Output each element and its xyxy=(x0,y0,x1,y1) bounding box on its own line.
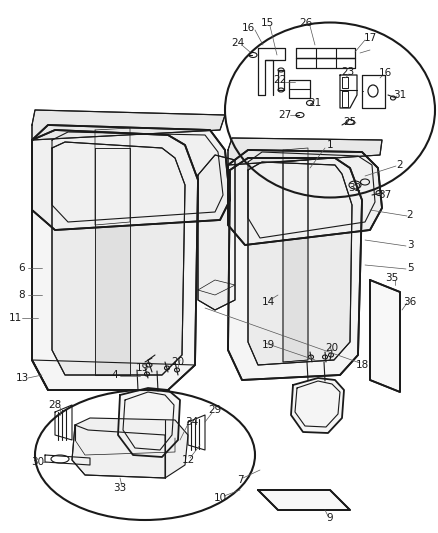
Text: 11: 11 xyxy=(8,313,21,323)
Polygon shape xyxy=(228,158,362,380)
Text: 19: 19 xyxy=(135,363,148,373)
Text: 13: 13 xyxy=(15,373,28,383)
Text: 3: 3 xyxy=(407,240,413,250)
Text: 30: 30 xyxy=(32,457,45,467)
Text: 19: 19 xyxy=(261,340,275,350)
Polygon shape xyxy=(118,388,180,457)
Polygon shape xyxy=(291,378,344,433)
Text: 28: 28 xyxy=(48,400,62,410)
Text: 15: 15 xyxy=(260,18,274,28)
Polygon shape xyxy=(228,138,382,165)
Text: 23: 23 xyxy=(341,67,355,77)
Polygon shape xyxy=(32,125,230,230)
Text: 36: 36 xyxy=(403,297,417,307)
Text: 20: 20 xyxy=(325,343,339,353)
Text: 12: 12 xyxy=(181,455,194,465)
Polygon shape xyxy=(32,110,225,140)
Text: 24: 24 xyxy=(231,38,245,48)
Text: 6: 6 xyxy=(19,263,25,273)
Text: 27: 27 xyxy=(279,110,292,120)
Text: 2: 2 xyxy=(407,210,413,220)
Text: 1: 1 xyxy=(327,140,333,150)
Polygon shape xyxy=(228,150,382,245)
Text: 18: 18 xyxy=(355,360,369,370)
Polygon shape xyxy=(32,130,198,390)
Text: 22: 22 xyxy=(273,75,286,85)
Polygon shape xyxy=(248,162,352,365)
Text: 26: 26 xyxy=(300,18,313,28)
Text: 21: 21 xyxy=(308,98,321,108)
Text: 33: 33 xyxy=(113,483,127,493)
Polygon shape xyxy=(283,160,308,362)
Text: 32: 32 xyxy=(348,183,362,193)
Polygon shape xyxy=(258,490,350,510)
Text: 10: 10 xyxy=(213,493,226,503)
Text: 8: 8 xyxy=(19,290,25,300)
Text: 25: 25 xyxy=(343,117,357,127)
Text: 37: 37 xyxy=(378,190,392,200)
Text: 7: 7 xyxy=(237,475,244,485)
Text: 20: 20 xyxy=(171,357,184,367)
Polygon shape xyxy=(95,148,130,375)
Polygon shape xyxy=(52,142,185,375)
Polygon shape xyxy=(72,418,188,478)
Text: 17: 17 xyxy=(364,33,377,43)
Polygon shape xyxy=(198,155,235,310)
Text: 31: 31 xyxy=(393,90,406,100)
Text: 35: 35 xyxy=(385,273,399,283)
Text: 16: 16 xyxy=(241,23,254,33)
Text: 29: 29 xyxy=(208,405,222,415)
Text: 14: 14 xyxy=(261,297,275,307)
Text: 9: 9 xyxy=(327,513,333,523)
Text: 16: 16 xyxy=(378,68,392,78)
Text: 4: 4 xyxy=(112,370,118,380)
Text: 2: 2 xyxy=(397,160,403,170)
Text: 34: 34 xyxy=(185,417,198,427)
Polygon shape xyxy=(370,280,400,392)
Text: 5: 5 xyxy=(407,263,413,273)
